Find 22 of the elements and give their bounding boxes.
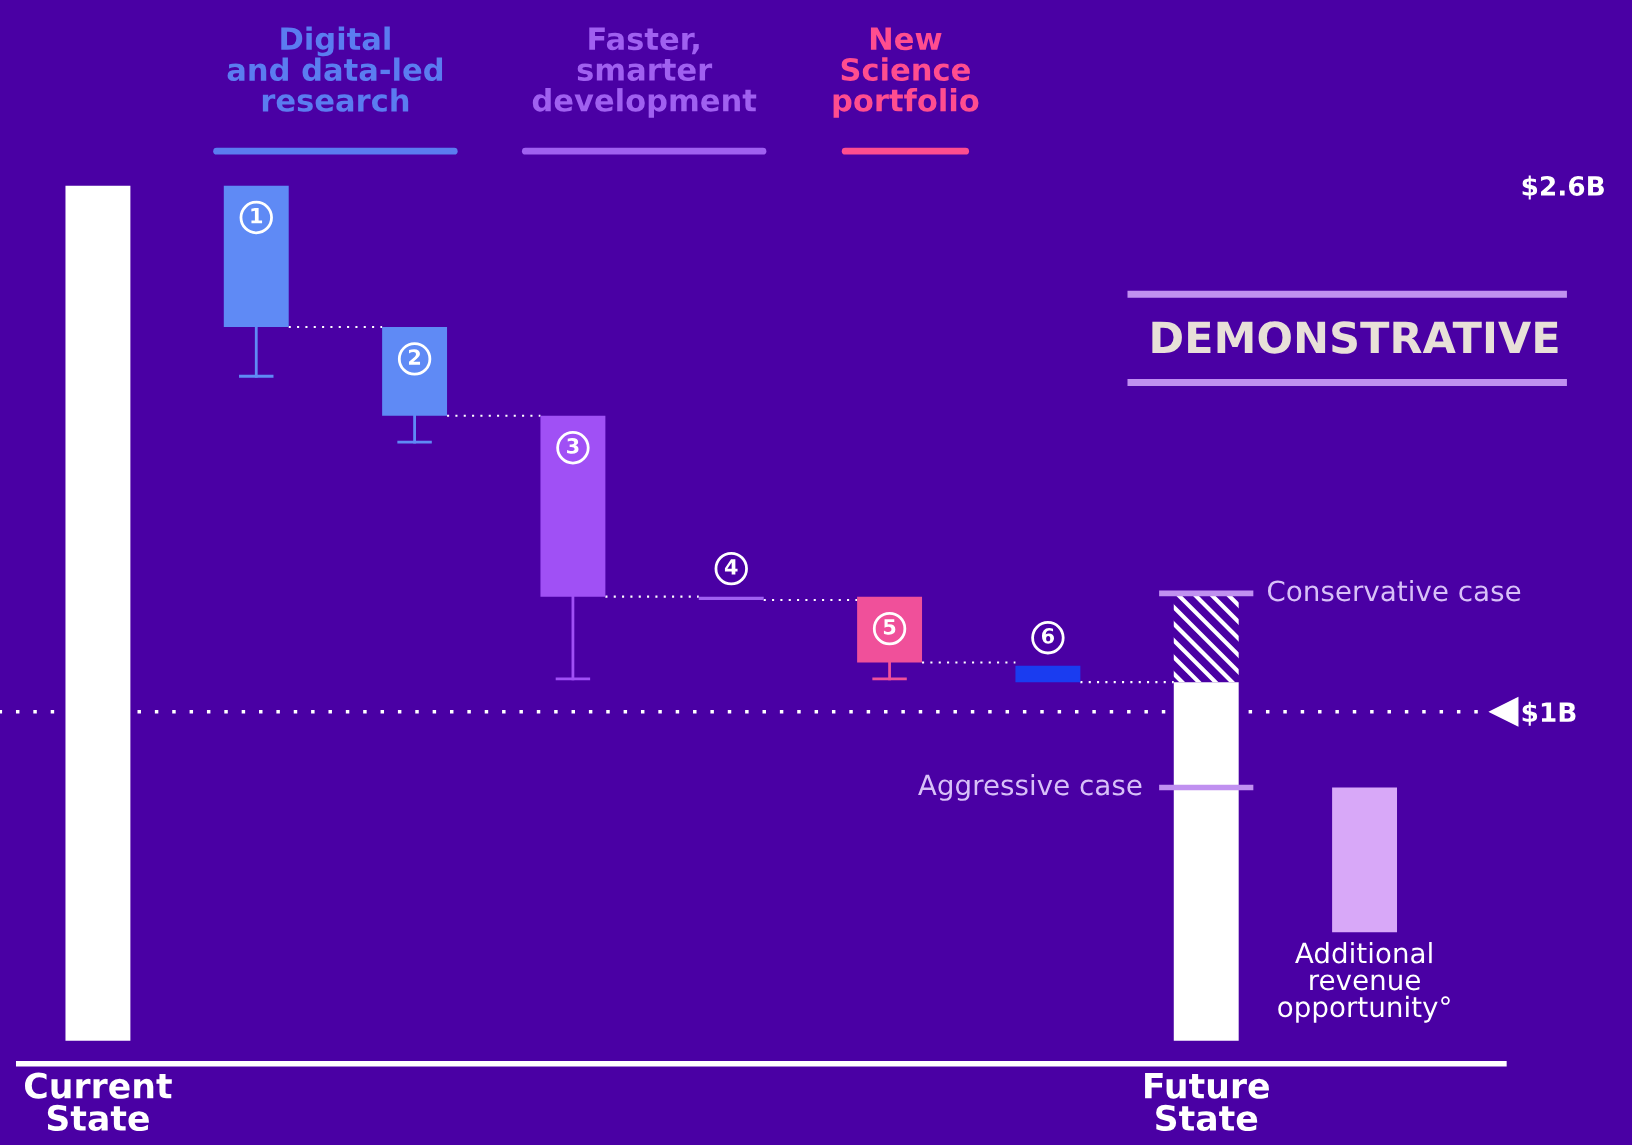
- x-tick-label: Future State: [1145, 1073, 1269, 1132]
- annotation: Additional revenue opportunity°: [1278, 942, 1450, 1023]
- annotation: 4: [724, 559, 738, 575]
- text: New Science portfolio: [833, 27, 979, 118]
- ref-line-label: Aggressive case: [918, 773, 1142, 801]
- annotation: 6: [1041, 628, 1055, 644]
- text: Faster, smarter development: [532, 27, 757, 118]
- annotation: 2: [408, 349, 421, 365]
- bar: [698, 596, 764, 600]
- y-tick-label: $1B: [1522, 701, 1576, 726]
- y-tick-label: $2.6B: [1522, 175, 1604, 200]
- annotation: 1: [251, 208, 263, 224]
- annotation: 5: [883, 619, 896, 635]
- annotation: 3: [567, 438, 579, 454]
- text: Digital and data-led research: [227, 26, 443, 112]
- bar: [65, 185, 131, 1041]
- bar: [1332, 787, 1398, 933]
- bar: [1173, 593, 1239, 683]
- x-tick-label: Current State: [25, 1072, 172, 1132]
- ref-line-label: Conservative case: [1267, 579, 1521, 602]
- bar: [1015, 665, 1081, 683]
- annotation: DEMONSTRATIVE: [1152, 321, 1558, 354]
